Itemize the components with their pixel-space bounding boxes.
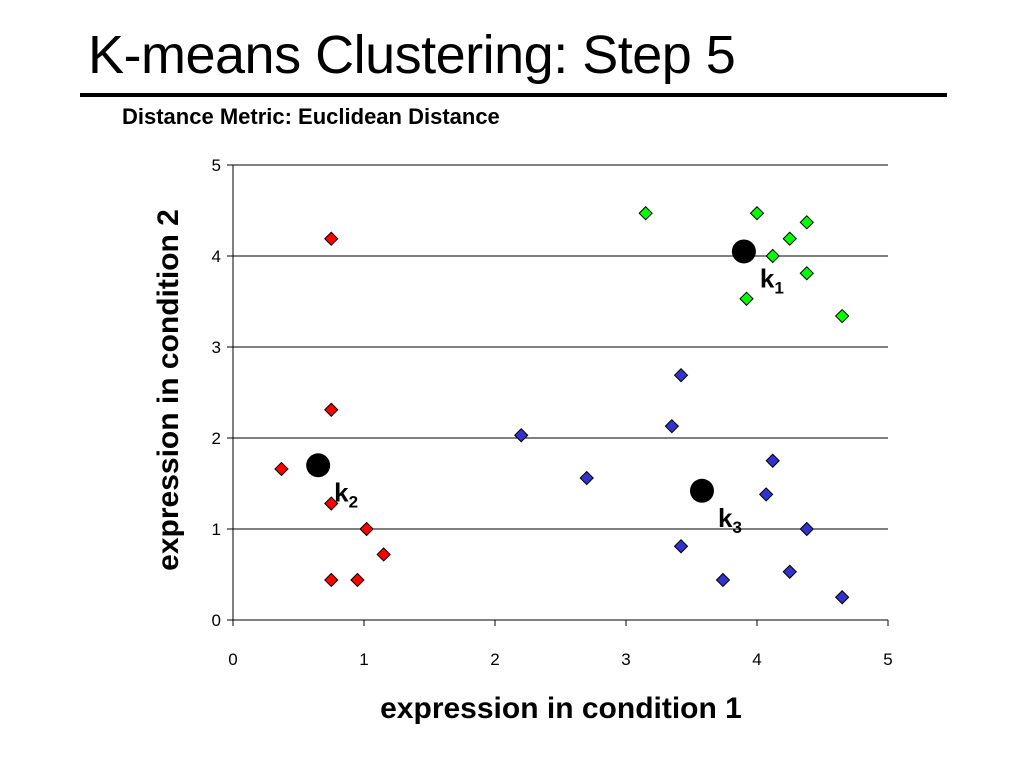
data-point-k3 xyxy=(513,428,529,443)
x-axis-label: expression in condition 1 xyxy=(380,692,742,725)
centroid-k3 xyxy=(689,478,714,503)
data-point-k1 xyxy=(834,308,850,324)
y-tick-label: 4 xyxy=(212,247,221,266)
axes xyxy=(227,164,889,626)
x-tick-label: 0 xyxy=(228,650,237,669)
y-axis-label: expression in condition 2 xyxy=(152,209,185,571)
y-tick-label: 1 xyxy=(212,520,221,539)
tick-labels: 0 1 2 3 4 5 0 1 2 3 4 5 xyxy=(212,156,893,669)
x-tick-label: 3 xyxy=(621,650,630,669)
data-point-k3 xyxy=(664,418,680,434)
slide-title: K-means Clustering: Step 5 xyxy=(88,25,736,85)
data-point-k1 xyxy=(765,248,780,264)
centroids: k1 k2 k3 xyxy=(306,239,784,537)
data-point-k2 xyxy=(274,461,289,477)
data-point-k3 xyxy=(715,572,731,588)
data-point-k3 xyxy=(834,590,850,605)
centroid-label-k1: k1 xyxy=(760,263,784,297)
data-point-k1 xyxy=(799,266,814,281)
centroid-k2 xyxy=(306,453,331,478)
data-point-k2 xyxy=(376,547,391,562)
data-point-k1 xyxy=(739,291,754,306)
data-point-k3 xyxy=(579,470,594,486)
data-point-k3 xyxy=(758,487,774,502)
x-tick-label: 4 xyxy=(752,650,761,669)
data-point-k3 xyxy=(799,521,814,537)
centroid-k1 xyxy=(731,239,756,264)
data-point-k3 xyxy=(673,368,689,383)
data-point-k2 xyxy=(359,521,374,537)
title-underline xyxy=(80,93,947,97)
y-tick-label: 3 xyxy=(212,338,221,357)
data-point-k1 xyxy=(782,231,797,246)
data-point-k3 xyxy=(673,539,689,554)
data-point-k3 xyxy=(782,564,797,579)
data-point-k3 xyxy=(765,453,780,468)
slide-subtitle: Distance Metric: Euclidean Distance xyxy=(122,104,500,129)
data-point-k2 xyxy=(324,231,339,246)
data-point-k2 xyxy=(324,496,339,511)
data-point-k2 xyxy=(324,572,339,588)
y-tick-label: 0 xyxy=(212,611,221,630)
data-point-k1 xyxy=(749,206,765,221)
y-tick-label: 5 xyxy=(212,156,221,175)
data-point-k2 xyxy=(350,572,365,588)
data-point-k2 xyxy=(324,402,339,417)
x-tick-label: 2 xyxy=(490,650,499,669)
data-point-k1 xyxy=(799,215,814,230)
data-point-k1 xyxy=(638,206,653,221)
x-tick-label: 1 xyxy=(359,650,368,669)
data-points xyxy=(274,206,850,605)
centroid-label-k3: k3 xyxy=(718,503,742,537)
y-tick-label: 2 xyxy=(212,429,221,448)
grid-lines xyxy=(233,164,888,530)
x-tick-label: 5 xyxy=(883,650,892,669)
centroid-label-k2: k2 xyxy=(334,477,358,511)
